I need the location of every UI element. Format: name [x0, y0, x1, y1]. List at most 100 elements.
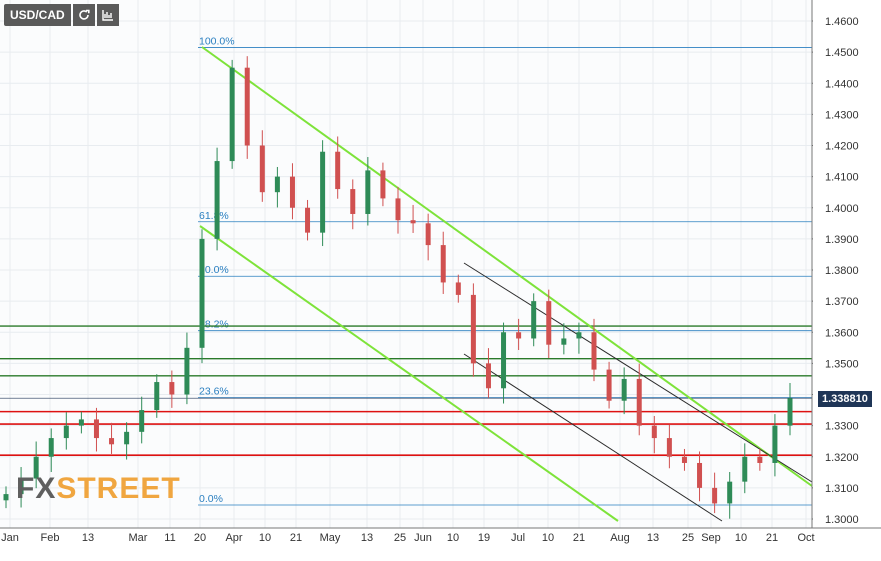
x-tick-label: Jan	[1, 532, 19, 544]
y-tick-label: 1.4500	[825, 47, 859, 59]
candle-body	[124, 431, 130, 445]
candle-body	[772, 425, 778, 463]
candlestick-series	[3, 56, 793, 519]
candle-body	[365, 170, 371, 214]
candle-body	[455, 282, 461, 295]
fib-level-label: 61.8%	[199, 210, 229, 222]
candle-body	[33, 456, 39, 479]
candle-body	[425, 223, 431, 246]
candle-body	[666, 438, 672, 457]
candle-body	[380, 170, 386, 199]
x-tick-label: 10	[259, 532, 271, 544]
y-tick-label: 1.3900	[825, 234, 859, 246]
candle-body	[516, 332, 522, 339]
candle-body	[63, 425, 69, 439]
candle-body	[681, 456, 687, 463]
x-tick-label: Jul	[511, 532, 525, 544]
candle-body	[244, 67, 250, 146]
plot-background	[0, 0, 812, 528]
refresh-icon	[78, 9, 90, 20]
x-tick-label: 21	[766, 532, 778, 544]
candle-body	[712, 487, 718, 504]
candle-body	[576, 332, 582, 339]
candle-body	[395, 198, 401, 221]
y-tick-label: 1.3200	[825, 452, 859, 464]
channel-lower-green	[199, 225, 619, 522]
fib-level-label: 38.2%	[199, 319, 229, 331]
fib-level-label: 50.0%	[199, 264, 229, 276]
x-tick-label: 10	[447, 532, 459, 544]
x-tick-label: 21	[573, 532, 585, 544]
indicator-settings-button[interactable]	[96, 4, 119, 26]
x-tick-label: 11	[164, 532, 175, 544]
support-resistance-lines	[0, 325, 812, 456]
candle-body	[350, 189, 356, 214]
candle-body	[636, 378, 642, 426]
x-tick-label: 25	[682, 532, 694, 544]
x-tick-label: Jun	[414, 532, 432, 544]
y-tick-label: 1.3500	[825, 358, 859, 370]
candle-body	[561, 338, 567, 345]
fxstreet-logo: FXSTREET	[16, 472, 181, 505]
candle-body	[109, 438, 115, 445]
y-axis-background	[813, 0, 881, 528]
refresh-button[interactable]	[72, 4, 95, 26]
candle-body	[18, 478, 24, 495]
candle-body	[229, 67, 235, 162]
candle-body	[184, 347, 190, 395]
x-tick-label: 13	[82, 532, 94, 544]
candle-body	[697, 462, 703, 488]
current-price-tag: 1.338810	[818, 391, 872, 407]
x-tick-label: Mar	[129, 532, 148, 544]
candle-body	[154, 382, 160, 411]
candle-body	[93, 419, 99, 439]
candle-body	[531, 301, 537, 339]
x-tick-label: Sep	[701, 532, 721, 544]
y-tick-label: 1.4100	[825, 172, 859, 184]
candle-body	[3, 494, 9, 501]
y-tick-label: 1.4600	[825, 16, 859, 28]
candle-body	[320, 151, 326, 233]
candle-body	[787, 398, 793, 426]
candle-body	[651, 425, 657, 439]
chart-toolbar: USD/CAD	[4, 4, 119, 26]
fib-level-label: 23.6%	[199, 386, 229, 398]
candle-body	[169, 382, 175, 395]
y-tick-label: 1.4300	[825, 109, 859, 121]
time-axis: Jan Feb 13 Mar 11 20 Apr 10 21 May 13 25 Jun 10 19 Jul 1…	[0, 527, 881, 544]
x-tick-label: Aug	[610, 532, 630, 544]
fib-level-label: 0.0%	[199, 493, 223, 505]
candle-body	[470, 294, 476, 364]
fibonacci-levels: 100.0% 61.8% 50.0% 38.2% 23.6% 0.0%	[198, 35, 812, 506]
fib-level-label: 100.0%	[199, 35, 235, 47]
chart-settings-icon	[101, 10, 113, 21]
x-tick-label: 10	[735, 532, 747, 544]
channel-lower-dark	[463, 353, 723, 522]
candle-body	[335, 151, 341, 190]
candle-body	[78, 419, 84, 426]
candle-body	[742, 456, 748, 482]
x-tick-label: Apr	[225, 532, 242, 544]
x-tick-label: 25	[394, 532, 406, 544]
candle-body	[606, 369, 612, 401]
channel-upper-green	[201, 46, 813, 487]
candle-body	[621, 378, 627, 401]
y-tick-label: 1.3700	[825, 296, 859, 308]
candle-body	[410, 220, 416, 224]
chart-grid	[0, 0, 812, 528]
y-tick-label: 1.4200	[825, 141, 859, 153]
candle-body	[591, 332, 597, 370]
symbol-label: USD/CAD	[4, 4, 71, 26]
y-tick-label: 1.3300	[825, 421, 859, 433]
channel-upper-dark	[463, 262, 813, 483]
y-tick-label: 1.3100	[825, 483, 859, 495]
candle-body	[48, 438, 54, 457]
candle-body	[274, 176, 280, 193]
candle-body	[214, 161, 220, 239]
candle-body	[289, 176, 295, 208]
trend-channels	[199, 46, 813, 522]
price-axis: 1.4600 1.4500 1.4400 1.4300 1.4200 1.4100 1.40…	[811, 0, 881, 528]
x-tick-label: 13	[647, 532, 659, 544]
y-tick-label: 1.4400	[825, 78, 859, 90]
